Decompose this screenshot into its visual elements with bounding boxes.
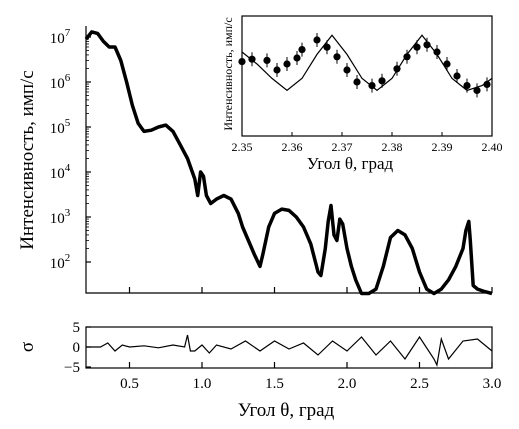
inset-xtick-label: 2.39 (432, 140, 453, 154)
main-ytick-label: 104 (50, 162, 71, 182)
inset-point (393, 65, 401, 73)
inset-xtick-label: 2.40 (482, 140, 503, 154)
inset-point (473, 86, 481, 94)
inset-point (413, 43, 421, 51)
main-data-line (84, 30, 493, 296)
residual-frame (85, 326, 493, 369)
inset-point (368, 82, 376, 90)
main-ytick-label: 106 (50, 72, 71, 92)
inset-ylabel: Интенсивность, имп/с (221, 17, 235, 130)
inset-point (333, 53, 341, 61)
inset-data-points (238, 33, 491, 98)
inset-x-ticks: 2.35 2.36 2.37 2.38 2.39 2.40 (232, 132, 503, 154)
inset-point (463, 82, 471, 90)
bottom-xtick-label: 2.0 (338, 376, 357, 392)
inset-xtick-label: 2.37 (332, 140, 353, 154)
inset-point (263, 56, 271, 64)
residual-ylabel: σ (17, 342, 38, 352)
main-ylabel: Интенсивность, имп/с (17, 70, 38, 249)
inset-point (483, 80, 491, 88)
main-ytick-label: 103 (50, 207, 71, 227)
main-ytick-label: 105 (50, 117, 71, 137)
inset-point (323, 43, 331, 51)
residual-ytick-label: −5 (64, 360, 80, 376)
inset-point (378, 77, 386, 85)
main-ytick-label: 107 (50, 27, 71, 47)
inset-point (423, 41, 431, 49)
inset-point (403, 53, 411, 61)
residual-y-ticks: 5 0 −5 (64, 320, 91, 376)
inset-point (293, 54, 301, 62)
bottom-xtick-label: 0.5 (120, 376, 139, 392)
residual-line (86, 334, 493, 367)
bottom-xtick-label: 1.0 (193, 376, 212, 392)
main-plot-frame (85, 26, 492, 294)
inset-point (298, 46, 306, 54)
bottom-x-ticks: 0.5 1.0 1.5 2.0 2.5 3.0 (120, 287, 501, 392)
inset-point (248, 55, 256, 63)
inset-point (343, 66, 351, 74)
inset-point (313, 36, 321, 44)
main-y-ticks: 102 103 104 105 106 107 (50, 27, 91, 272)
inset-point (433, 48, 441, 56)
residual-ytick-label: 5 (73, 320, 81, 336)
inset-xtick-label: 2.35 (232, 140, 253, 154)
residual-ytick-label: 0 (73, 340, 81, 356)
main-ytick-label: 102 (50, 252, 71, 272)
inset-point (443, 60, 451, 68)
inset-point (283, 60, 291, 68)
inset-xtick-label: 2.38 (382, 140, 403, 154)
inset-point (238, 58, 246, 66)
bottom-xtick-label: 2.5 (410, 376, 429, 392)
bottom-xlabel: Угол θ, град (238, 400, 335, 421)
inset-point (353, 78, 361, 86)
inset-xlabel: Угол θ, град (307, 154, 394, 173)
bottom-xtick-label: 3.0 (483, 376, 502, 392)
bottom-xtick-label: 1.5 (265, 376, 284, 392)
inset-xtick-label: 2.36 (282, 140, 303, 154)
inset-point (453, 72, 461, 80)
inset-point (273, 66, 281, 74)
